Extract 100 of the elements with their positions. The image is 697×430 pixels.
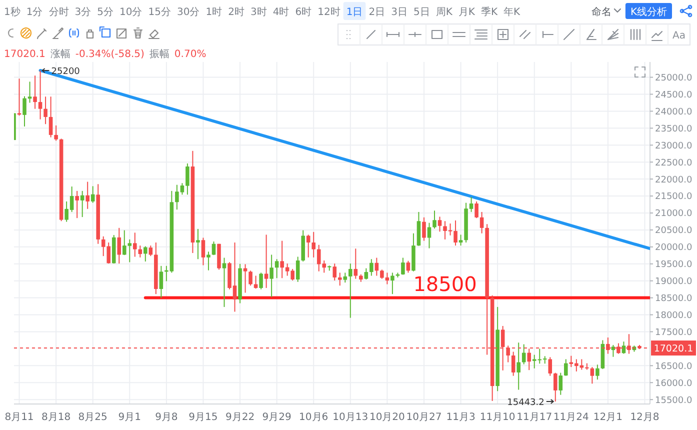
candlestick <box>480 211 484 234</box>
candlestick <box>422 216 426 242</box>
candlestick <box>206 251 210 271</box>
text: 1日 <box>346 7 363 18</box>
candlestick <box>75 190 79 219</box>
x-tick-label: 9月15 <box>188 412 218 423</box>
text: 15分 <box>148 6 171 18</box>
x-tick-label: 8月11 <box>4 412 34 423</box>
x-tick-label: 11月10 <box>480 412 516 423</box>
y-tick-label: 20500.0 <box>655 226 692 236</box>
candlestick <box>264 234 268 288</box>
candlestick <box>28 81 32 104</box>
candlestick <box>564 358 568 376</box>
x-tick-label: 11月3 <box>446 412 476 423</box>
x-tick-label: 9月8 <box>155 412 178 423</box>
text: 2日 <box>368 7 386 18</box>
candlestick <box>332 263 337 281</box>
text: 10分 <box>120 6 142 18</box>
ref-line-label: 17020.1 <box>654 344 694 355</box>
candlestick <box>370 258 374 276</box>
candlestick <box>296 256 300 282</box>
candlestick <box>196 228 200 260</box>
candlestick <box>364 268 368 280</box>
y-tick-label: 25000.0 <box>655 73 692 84</box>
candlestick <box>390 272 394 295</box>
text: 季K <box>480 6 498 18</box>
y-tick-label: 16500.0 <box>655 362 692 372</box>
candlestick <box>596 364 600 380</box>
candlestick <box>133 232 137 258</box>
text: K线分析 <box>630 6 667 18</box>
candlestick <box>33 75 37 110</box>
text: 1时 <box>206 6 222 18</box>
y-tick-label: 23500.0 <box>655 124 692 134</box>
candlestick <box>254 275 258 290</box>
candlestick <box>248 270 252 286</box>
candlestick <box>548 356 552 376</box>
y-tick-label: 15500.0 <box>655 396 692 406</box>
candlestick <box>458 234 463 246</box>
text: 命名 <box>591 6 612 18</box>
candlestick <box>516 342 520 390</box>
text: 1分 <box>26 6 43 18</box>
y-tick-label: 23000.0 <box>655 141 692 152</box>
candlestick <box>17 78 22 116</box>
text: 5日 <box>413 7 430 18</box>
y-tick-label: 18500.0 <box>655 294 692 304</box>
text: 17020.1 <box>4 49 46 60</box>
x-tick-label: 10月20 <box>369 412 405 423</box>
y-tick-label: 24500.0 <box>655 90 692 100</box>
candlestick <box>86 181 90 210</box>
text: 2时 <box>228 6 244 18</box>
candlestick <box>306 234 310 258</box>
candlestick <box>280 240 284 279</box>
y-tick-label: 17500.0 <box>655 328 692 338</box>
x-tick-label: 10月13 <box>332 412 368 423</box>
text: 3时 <box>250 6 267 18</box>
candlestick <box>44 96 48 125</box>
annotation: 15443.2 <box>507 398 544 408</box>
x-tick-label: 9月29 <box>262 412 292 423</box>
text: 月K <box>458 7 476 18</box>
candlestick <box>243 264 248 294</box>
candlestick <box>222 257 226 308</box>
text: 6时 <box>295 6 312 18</box>
text: 5分 <box>97 6 114 18</box>
y-tick-label: 16000.0 <box>655 378 692 389</box>
candlestick <box>527 348 531 371</box>
candlestick <box>90 186 95 204</box>
text: 年K <box>504 6 520 18</box>
candlestick <box>212 240 216 256</box>
annotation: 25200 <box>51 66 80 77</box>
candlestick <box>117 227 122 264</box>
x-tick-label: 11月24 <box>553 412 589 423</box>
candlestick <box>438 216 442 232</box>
candlestick <box>259 272 263 290</box>
candlestick <box>511 351 516 376</box>
candlestick <box>432 210 436 230</box>
candlestick <box>48 96 53 138</box>
y-tick-label: 21500.0 <box>655 192 692 202</box>
candlestick <box>80 190 84 218</box>
x-tick-label: 8月18 <box>42 412 71 423</box>
x-tick-label: 9月1 <box>118 412 142 423</box>
y-tick-label: 19000.0 <box>655 277 692 288</box>
candlestick <box>348 263 352 318</box>
candlestick <box>201 237 206 266</box>
candlestick <box>144 246 148 262</box>
candlestick <box>401 257 405 276</box>
candlestick <box>270 254 274 298</box>
text: -0.34%(-58.5) <box>75 49 145 60</box>
candlestick <box>148 245 153 257</box>
x-tick-label: 8月25 <box>78 412 108 423</box>
text: 分时 <box>48 6 69 18</box>
x-tick-label: 12月1 <box>593 412 622 423</box>
candlestick <box>159 265 164 298</box>
text: 周K <box>436 7 453 18</box>
annotation: 18500 <box>413 272 477 296</box>
candlestick <box>522 344 526 365</box>
y-tick-label: 19500.0 <box>655 260 692 270</box>
candlestick <box>427 222 432 249</box>
y-tick-label: 20000.0 <box>655 243 692 254</box>
y-tick-label: 22000.0 <box>655 175 692 186</box>
x-tick-label: 10月27 <box>406 412 442 423</box>
